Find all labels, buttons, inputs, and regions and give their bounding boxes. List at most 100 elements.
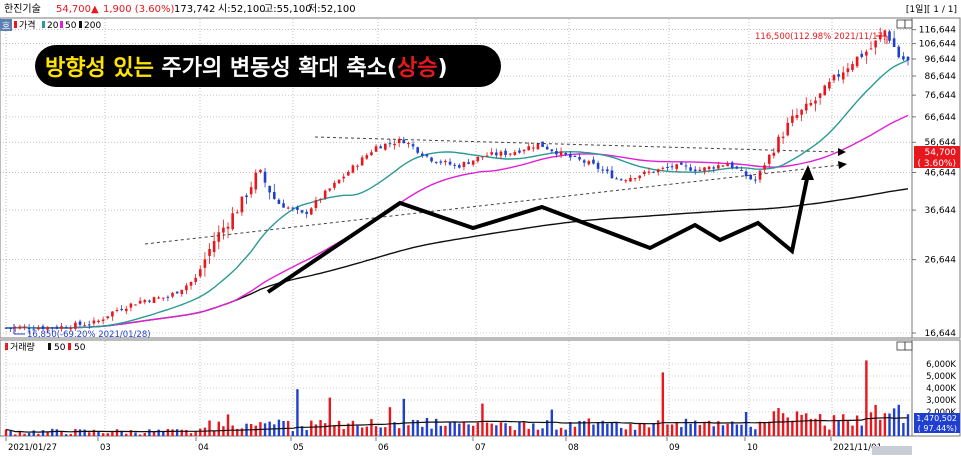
volume-bar (430, 428, 433, 436)
legend-vol-ma50-label: 50 (54, 343, 66, 353)
volume-bar (458, 423, 461, 436)
legend-ma200-swatch (79, 21, 82, 28)
volume-bar (393, 422, 396, 436)
price-tick-label: 56,644 (925, 138, 957, 148)
volume-bar (347, 423, 350, 436)
volume-bar (273, 424, 276, 436)
volume-ma-path (5, 416, 909, 433)
volume-bar (356, 425, 359, 436)
candle-body (263, 171, 267, 183)
high-marker-label: 116,500(112.98% 2021/11/17) (755, 32, 886, 42)
volume-bar (434, 418, 438, 436)
volume-bar (902, 422, 905, 436)
volume-badge-value: 1,470,502 (916, 414, 957, 423)
candle-body (490, 152, 493, 155)
candle-body (226, 226, 230, 229)
candle-body (735, 166, 739, 169)
volume-bar (754, 429, 757, 436)
volume-bar (46, 431, 49, 436)
volume-bar (189, 433, 193, 436)
volume-bar (749, 426, 752, 436)
ma20-path (5, 59, 909, 329)
candle-body (869, 48, 873, 50)
close-price-icon[interactable] (904, 19, 913, 29)
candle-body (902, 56, 905, 60)
scrollbar-controls[interactable] (872, 446, 912, 455)
volume-bar (310, 420, 313, 436)
candle-body (513, 152, 517, 155)
candle-body (726, 163, 729, 167)
candle-body (9, 327, 12, 329)
candle-body (356, 165, 359, 167)
volume-bar (277, 419, 281, 436)
volume-bar (583, 421, 586, 436)
volume-bar (620, 427, 623, 436)
volume-bar (587, 418, 591, 436)
volume-bar (726, 423, 729, 436)
x-tick-label: 09 (669, 443, 680, 453)
volume-bar (448, 422, 452, 436)
legend-vol-ma50-swatch (48, 343, 51, 350)
candle-body (767, 154, 771, 164)
volume-bar (735, 424, 739, 436)
volume-bar (828, 429, 831, 436)
candle-body (814, 100, 817, 104)
banner-part1: 방향성 있는 (45, 56, 154, 81)
candle-body (874, 40, 877, 48)
candle-body (240, 196, 244, 213)
volume-bar (120, 430, 123, 436)
volume-bar (499, 422, 503, 436)
volume-bar (610, 422, 614, 436)
low-marker-label: 16,850(-69.20% 2021/01/28) (27, 330, 151, 340)
volume-bar (41, 430, 45, 436)
candle-body (286, 207, 290, 209)
volume-bar (744, 412, 748, 436)
volume-bar (573, 426, 577, 436)
candle-body (744, 171, 748, 177)
maximize-volume-icon[interactable] (896, 341, 906, 351)
volume-bar (185, 429, 188, 436)
candle-body (878, 34, 882, 40)
volume-bar (319, 420, 322, 436)
candle-body (198, 269, 202, 277)
candle-body (809, 102, 813, 106)
volume-bar (559, 427, 563, 436)
candle-body (291, 207, 295, 209)
corner-label: 호 (2, 21, 10, 32)
candle-body (97, 320, 100, 323)
volume-bar (592, 424, 595, 436)
candle-body (527, 146, 530, 151)
candle-body (374, 146, 378, 152)
ma50-line (5, 114, 909, 329)
volume-bar (14, 434, 17, 436)
candle-body (55, 326, 59, 329)
candle-body (569, 153, 572, 158)
volume-bar (837, 421, 840, 436)
candle-body (841, 72, 845, 80)
low-price: 저:52,100 (308, 3, 356, 15)
volume-bar (453, 421, 456, 436)
lower-trend-arrowhead (838, 161, 847, 169)
candle-body (832, 74, 836, 81)
candle-body (851, 64, 854, 70)
volume-bar (781, 413, 785, 436)
volume-bar (471, 425, 475, 436)
candle-body (550, 149, 554, 152)
banner-part4: ) (437, 56, 447, 81)
volume-bar (254, 425, 257, 436)
candle-body (259, 169, 262, 173)
candle-body (823, 85, 827, 96)
candle-body (342, 176, 345, 179)
close-volume-icon[interactable] (904, 341, 913, 351)
volume-bar (615, 422, 618, 436)
maximize-price-icon[interactable] (896, 19, 906, 29)
volume-bar (546, 420, 549, 436)
candle-body (323, 190, 327, 199)
candle-body (4, 327, 8, 329)
volume-bar (606, 423, 609, 436)
candle-body (698, 169, 702, 171)
volume-bar (633, 429, 637, 436)
volume-bar (217, 421, 220, 436)
change-arrow: ▲ (91, 4, 99, 15)
volume-bar (504, 423, 507, 436)
